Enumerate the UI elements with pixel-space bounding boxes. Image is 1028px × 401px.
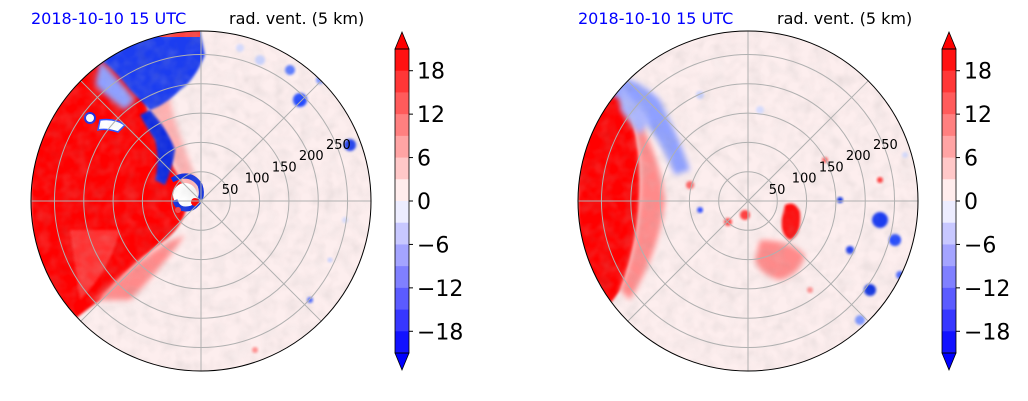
colorbar-tick-label: −6 — [417, 233, 449, 258]
colorbar-segment — [395, 157, 409, 180]
angular-gridline — [627, 200, 749, 322]
title-variable-right: rad. vent. (5 km) — [777, 9, 912, 28]
colorbar-segment — [395, 135, 409, 159]
colorbar-tick-label: 18 — [964, 60, 992, 85]
colorbar-segment — [395, 114, 409, 137]
colorbar-extend-min — [394, 352, 410, 372]
angular-gridline — [627, 80, 749, 202]
colorbar-segment — [395, 266, 409, 289]
colorbar-segment — [395, 309, 409, 332]
colorbar-segment — [942, 157, 956, 180]
colorbar-extend-max — [941, 30, 957, 50]
colorbar-tick-label: −12 — [417, 277, 463, 302]
colorbar-segment — [942, 244, 956, 267]
colorbar-tick-label: −12 — [964, 277, 1010, 302]
colorbar-segment — [942, 92, 956, 115]
colorbar-tick-label: 18 — [417, 60, 445, 85]
angular-gridline — [747, 200, 869, 322]
colorbar-left: 18 12 6 0 −6 −12 −18 — [394, 30, 463, 372]
angular-gridline — [747, 80, 869, 202]
colorbar-segment — [942, 135, 956, 159]
colorbar-segment — [395, 331, 409, 354]
colorbar-segment — [395, 244, 409, 267]
radial-tick-label: 150 — [272, 160, 297, 175]
colorbar-segment — [942, 287, 956, 311]
radial-tick-label: 150 — [819, 160, 844, 175]
polar-frame-right — [577, 30, 919, 372]
colorbar-tick-label: 12 — [417, 103, 445, 128]
colorbar-segment — [942, 309, 956, 332]
angular-gridline — [80, 80, 202, 202]
polar-grid-left — [31, 31, 371, 371]
title-variable-left: rad. vent. (5 km) — [229, 9, 364, 28]
radial-tick-label: 50 — [769, 183, 786, 198]
colorbar-segment — [395, 201, 409, 224]
colorbar-segment — [942, 179, 956, 202]
colorbar-tick-label: 6 — [417, 147, 431, 172]
polar-panel-right: 2018-10-10 15 UTC rad. vent. (5 km) — [577, 9, 1010, 372]
colorbar-segment — [395, 179, 409, 202]
radial-tick-label: 50 — [222, 183, 239, 198]
radial-tick-label: 200 — [846, 149, 871, 164]
radial-tick-label: 200 — [299, 149, 324, 164]
colorbar-tick-label: 0 — [417, 190, 431, 215]
colorbar-segment — [395, 92, 409, 115]
colorbar-tick-label: 12 — [964, 103, 992, 128]
radial-tick-label: 250 — [326, 138, 351, 153]
colorbar-segment — [395, 287, 409, 311]
colorbar-right: 18 12 6 0 −6 −12 −18 — [941, 30, 1010, 372]
colorbar-segment — [942, 222, 956, 245]
radial-tick-label: 100 — [792, 172, 817, 187]
colorbar-segment — [942, 266, 956, 289]
colorbar-extend-max — [394, 30, 410, 50]
colorbar-segment — [942, 331, 956, 354]
colorbar-tick-label: −18 — [964, 320, 1010, 345]
colorbar-tick-label: 0 — [964, 190, 978, 215]
colorbar-extend-min — [941, 352, 957, 372]
title-date-left: 2018-10-10 15 UTC — [31, 9, 186, 28]
angular-gridline — [80, 200, 202, 322]
colorbar-segment — [395, 222, 409, 245]
colorbar-tick-label: 6 — [964, 147, 978, 172]
colorbar-segment — [942, 70, 956, 93]
colorbar-tick-label: −18 — [417, 320, 463, 345]
colorbar-segment — [942, 201, 956, 224]
angular-gridline — [200, 200, 322, 322]
colorbar-segment — [395, 70, 409, 93]
colorbar-segment — [942, 114, 956, 137]
polar-frame-left — [30, 30, 372, 372]
angular-gridline — [200, 80, 322, 202]
polar-panel-left: 2018-10-10 15 UTC rad. vent. (5 km) — [30, 9, 463, 372]
polar-grid-right — [578, 31, 918, 371]
radial-tick-label: 100 — [245, 172, 270, 187]
colorbar-segment — [942, 49, 956, 72]
title-date-right: 2018-10-10 15 UTC — [578, 9, 733, 28]
colorbar-tick-label: −6 — [964, 233, 996, 258]
colorbar-segment — [395, 49, 409, 72]
radial-tick-label: 250 — [873, 138, 898, 153]
